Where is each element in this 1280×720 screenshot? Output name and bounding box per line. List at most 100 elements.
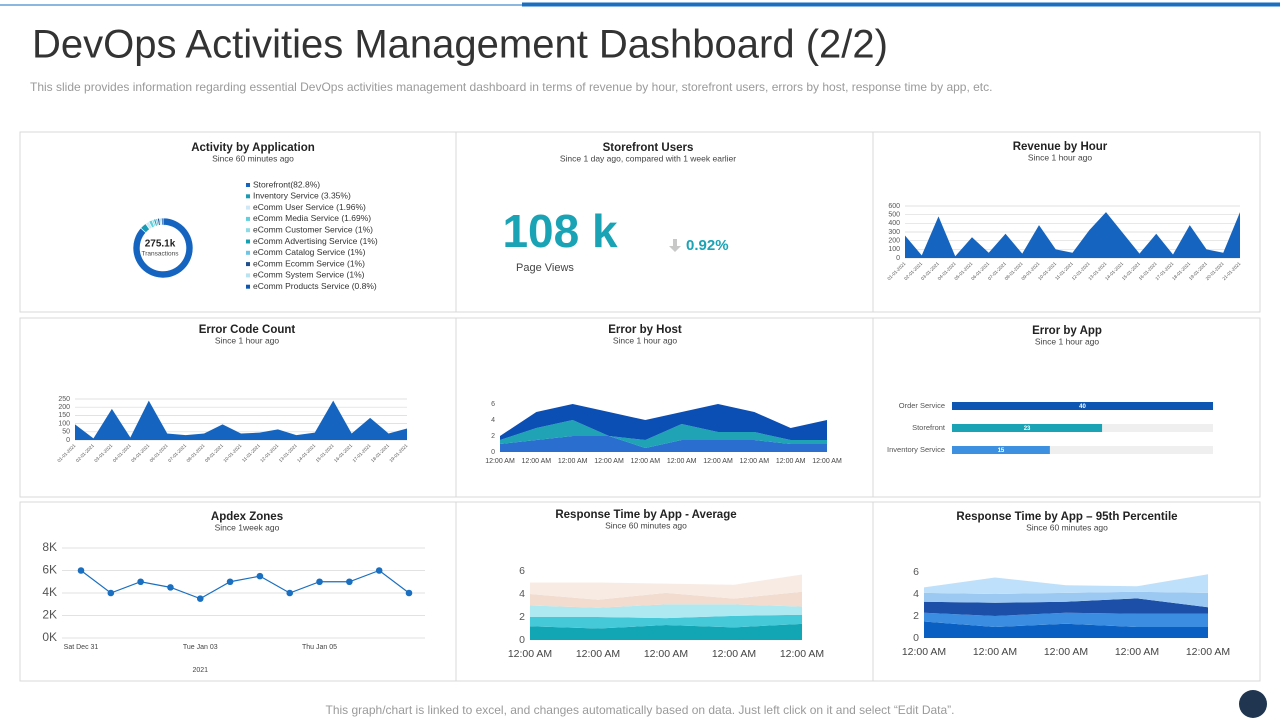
panel-subtitle: Since 1 day ago, compared with 1 week ea… [560,153,736,163]
kpi-value: 108 k [502,205,618,257]
y-tick-label: 150 [58,412,70,419]
area [75,400,407,440]
stacked-area [924,574,1208,594]
x-tick-label: 12:00 AM [644,648,688,660]
y-tick-label: 200 [888,238,900,245]
x-tick-label: 12:00 AM [485,458,515,465]
legend-label: Storefront(82.8%) [253,179,320,189]
panel-title: Activity by Application [191,142,315,154]
donut-center-label: Transactions [142,251,180,258]
x-tick-label: 12:00 AM [1115,646,1159,658]
panel-title: Error by App [1032,325,1102,337]
y-tick-label: 0 [913,632,919,644]
bar-value-label: 15 [998,448,1005,454]
y-tick-label: 100 [58,420,70,427]
point [107,589,115,597]
bar [952,424,1103,432]
y-tick-label: 4 [913,588,919,600]
stacked-area [500,404,827,440]
point [346,578,353,586]
legend-swatch [246,228,250,233]
legend-swatch [246,262,250,267]
x-tick-label: 12:00 AM [508,648,552,660]
x-tick-label: 12:00 AM [522,458,552,465]
bar [952,446,1050,454]
x-tick-label: Thu Jan 05 [302,644,337,651]
corner-badge [1239,690,1267,718]
panel [455,131,874,313]
point [167,584,174,591]
x-tick-label: 12:00 AM [973,646,1017,658]
area [905,212,1240,258]
bar-value-label: 40 [1079,404,1086,410]
y-tick-label: 6 [491,401,495,408]
point [256,572,264,580]
legend-swatch [246,284,250,289]
x-tick-label: 12:00 AM [776,458,806,465]
x-tick-label: 12:00 AM [558,458,588,465]
y-tick-label: 0K [42,630,57,644]
legend-label: eComm Advertising Service (1%) [253,236,378,246]
panel-subtitle: Since 1 hour ago [215,335,280,345]
legend-swatch [246,194,250,199]
panel-subtitle: Since 60 minutes ago [212,153,294,163]
panel-title: Apdex Zones [211,511,283,523]
legend-label: Inventory Service (3.35%) [253,191,351,201]
panel [19,131,457,313]
y-tick-label: 2K [42,608,57,622]
legend-label: eComm Media Service (1.69%) [253,213,371,223]
donut-slice [161,217,164,226]
point [286,589,294,597]
point [375,567,383,574]
y-tick-label: 4 [491,417,495,424]
point [137,578,144,586]
point [316,578,323,586]
legend-swatch [246,250,250,255]
panel-subtitle: Since 1week ago [215,522,280,532]
x-tick-label: 12:00 AM [740,458,770,465]
panel-subtitle: Since 60 minutes ago [605,520,687,530]
stacked-area [530,591,802,608]
y-tick-label: 6K [42,563,57,577]
x-tick-label: 12:00 AM [576,648,620,660]
y-tick-label: 4K [42,585,57,599]
y-tick-label: 6 [519,565,525,577]
x-tick-label: 12:00 AM [594,458,624,465]
y-tick-label: 500 [888,212,900,219]
y-tick-label: 100 [888,246,900,253]
y-tick-label: 0 [896,255,900,262]
y-tick-label: 6 [913,566,919,578]
legend-swatch [246,239,250,244]
y-tick-label: 2 [519,611,525,623]
y-tick-label: 400 [888,220,900,227]
x-tick-label: 12:00 AM [667,458,697,465]
legend-swatch [246,183,250,187]
point [196,595,204,602]
panel-title: Response Time by App - Average [555,509,736,521]
legend-swatch [246,273,250,278]
stacked-area [530,574,802,600]
legend-label: eComm Catalog Service (1%) [253,247,366,257]
panel [19,501,457,682]
y-tick-label: 8K [42,540,57,554]
x-tick-label: 12:00 AM [703,458,733,465]
y-category-label: Order Service [899,401,945,410]
legend-label: eComm Customer Service (1%) [253,224,373,234]
kpi-label: Page Views [516,262,574,274]
y-tick-label: 0 [519,634,525,646]
stacked-area [924,612,1208,627]
panel-title: Error by Host [608,324,682,336]
panel-subtitle: Since 1 hour ago [1028,152,1093,162]
y-tick-label: 0 [66,437,70,444]
point [226,578,234,586]
panel-title: Storefront Users [603,142,694,154]
x-tick-label: 12:00 AM [1044,646,1088,658]
point [77,567,85,574]
legend-swatch [246,216,250,221]
x-tick-label: 12:00 AM [902,646,946,658]
stacked-area [530,623,802,640]
y-category-label: Inventory Service [887,445,945,454]
bar-value-label: 23 [1024,426,1031,432]
stacked-area [924,621,1208,638]
bar-track [952,446,1213,454]
